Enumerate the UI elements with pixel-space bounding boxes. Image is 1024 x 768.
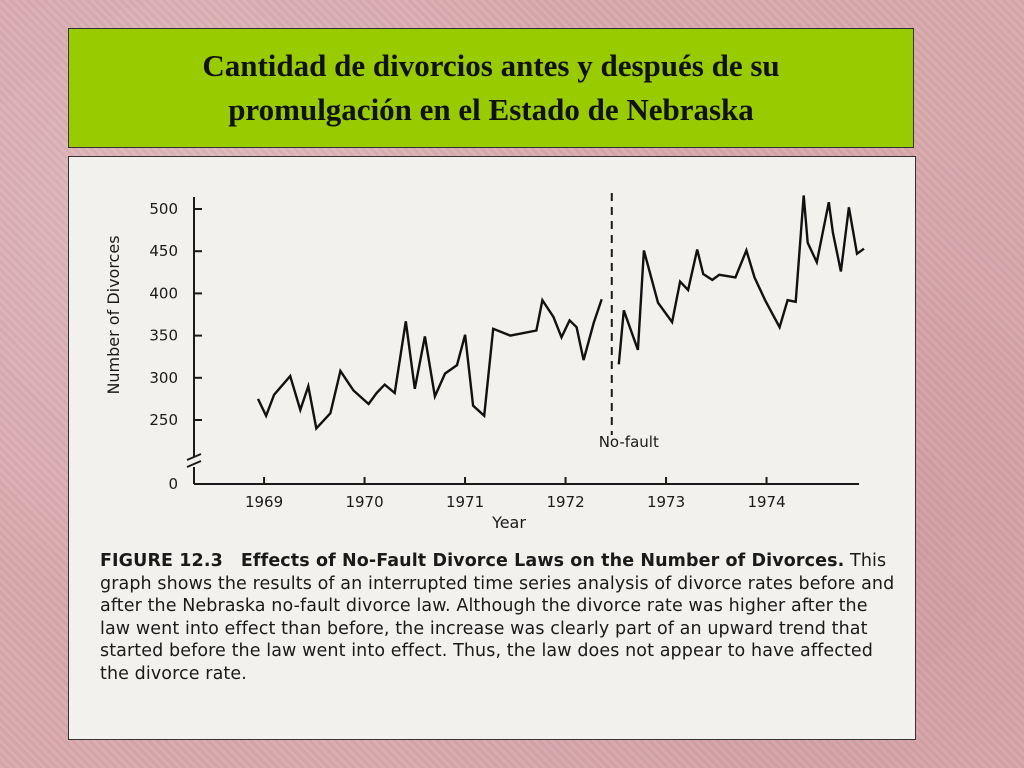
y-tick-label: 450 bbox=[149, 242, 178, 260]
slide-title-box: Cantidad de divorcios antes y después de… bbox=[68, 28, 914, 148]
y-tick-label: 350 bbox=[149, 327, 178, 345]
no-fault-label: No-fault bbox=[599, 433, 659, 451]
x-tick-label: 1971 bbox=[446, 493, 484, 511]
x-tick-label: 1970 bbox=[345, 493, 383, 511]
figure-caption: FIGURE 12.3 Effects of No-Fault Divorce L… bbox=[100, 550, 900, 685]
x-tick-label: 1973 bbox=[647, 493, 685, 511]
x-tick-label: 1974 bbox=[747, 493, 785, 511]
series-line-before bbox=[256, 297, 603, 431]
figure-panel: 500 450 400 350 300 250 0 1969 1970 1971 1972 1973 1… bbox=[68, 156, 916, 740]
figure-label: FIGURE 12.3 bbox=[100, 551, 223, 571]
y-axis-title: Number of Divorces bbox=[104, 235, 123, 394]
series-line-after bbox=[617, 195, 865, 365]
x-tick-label: 1972 bbox=[546, 493, 584, 511]
y-tick-label-zero: 0 bbox=[168, 475, 178, 493]
y-tick-label: 500 bbox=[149, 200, 178, 218]
x-tick-label: 1969 bbox=[245, 493, 283, 511]
line-chart: 500 450 400 350 300 250 0 1969 1970 1971 1972 1973 1… bbox=[104, 193, 865, 532]
x-axis-title: Year bbox=[491, 513, 526, 532]
axis-break-mark bbox=[186, 453, 202, 468]
y-tick-label: 400 bbox=[149, 284, 178, 302]
figure-heading: Effects of No-Fault Divorce Laws on the … bbox=[240, 551, 845, 571]
y-tick-label: 250 bbox=[149, 411, 178, 429]
slide-title: Cantidad de divorcios antes y después de… bbox=[202, 48, 780, 127]
y-tick-label: 300 bbox=[149, 369, 178, 387]
figure-body: This graph shows the results of an inter… bbox=[100, 551, 895, 684]
